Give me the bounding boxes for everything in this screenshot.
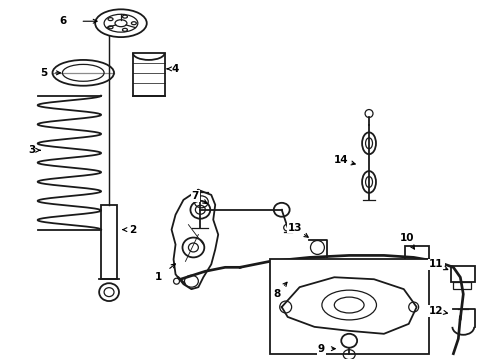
Bar <box>101 205 117 279</box>
Text: 5: 5 <box>40 68 47 78</box>
Text: 14: 14 <box>334 155 348 165</box>
Bar <box>453 282 471 289</box>
Text: 2: 2 <box>129 225 137 235</box>
Bar <box>405 247 429 262</box>
Text: 13: 13 <box>287 222 302 233</box>
Text: 9: 9 <box>318 344 325 354</box>
Bar <box>133 53 165 96</box>
Text: 8: 8 <box>273 289 280 299</box>
Bar <box>451 266 475 282</box>
Text: 3: 3 <box>28 145 35 155</box>
Text: 10: 10 <box>399 233 414 243</box>
Text: 6: 6 <box>60 16 67 26</box>
Text: 4: 4 <box>172 64 179 74</box>
Text: 12: 12 <box>429 306 444 316</box>
Text: 7: 7 <box>192 191 199 201</box>
Bar <box>407 262 427 270</box>
Text: 11: 11 <box>429 259 444 269</box>
Bar <box>270 260 429 354</box>
Text: 1: 1 <box>155 272 162 282</box>
